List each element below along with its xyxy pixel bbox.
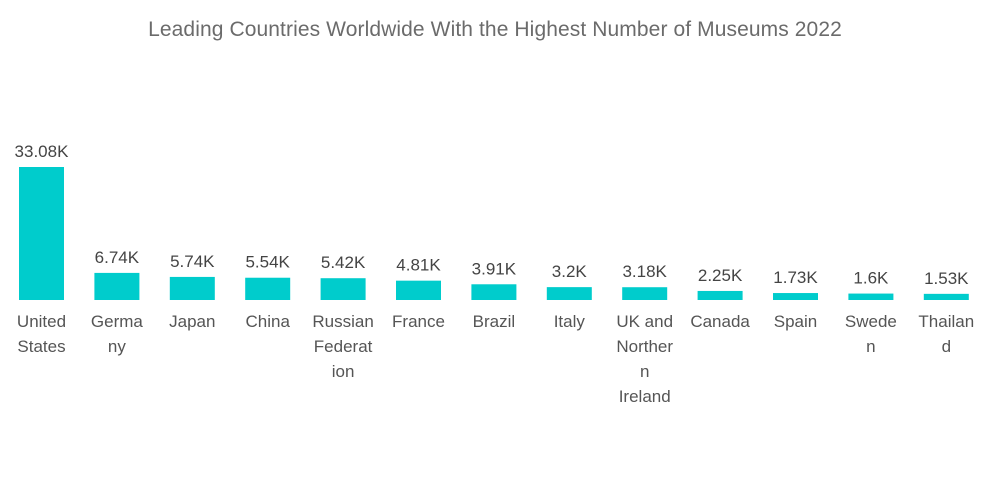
category-label: Norther (616, 337, 673, 356)
category-label: ny (108, 337, 126, 356)
category-label: n (640, 362, 649, 381)
category-label: Russian (312, 312, 373, 331)
bar (94, 272, 140, 300)
data-label: 4.81K (396, 256, 441, 275)
bar (245, 277, 291, 300)
category-label: Canada (690, 312, 750, 331)
data-label: 1.6K (853, 269, 889, 288)
category-label: n (866, 337, 875, 356)
category-label: Japan (169, 312, 215, 331)
category-label: Swede (845, 312, 897, 331)
category-label: UK and (616, 312, 673, 331)
bar (848, 293, 894, 300)
data-label: 2.25K (698, 266, 743, 285)
category-label: China (245, 312, 290, 331)
bar (320, 278, 366, 300)
category-label: Germa (91, 312, 144, 331)
bar (546, 287, 592, 300)
category-label: States (17, 337, 65, 356)
data-label: 3.91K (472, 259, 517, 278)
category-label: Ireland (619, 387, 671, 406)
category-label: Federat (314, 337, 373, 356)
category-label: Italy (554, 312, 586, 331)
data-label: 5.42K (321, 253, 366, 272)
category-label: United (17, 312, 66, 331)
category-label: Spain (774, 312, 817, 331)
bar (773, 293, 818, 300)
bar (471, 284, 517, 300)
data-label: 33.08K (15, 142, 70, 161)
category-label: Brazil (473, 312, 516, 331)
data-label: 3.18K (622, 262, 667, 281)
bar (19, 167, 64, 300)
category-label: France (392, 312, 445, 331)
data-label: 1.53K (924, 269, 969, 288)
bar (169, 276, 215, 300)
category-label: ion (332, 362, 355, 381)
category-label: d (942, 337, 951, 356)
data-label: 3.2K (552, 262, 588, 281)
data-label: 1.73K (773, 268, 818, 287)
bar (697, 290, 743, 300)
bar (622, 287, 668, 300)
data-label: 5.74K (170, 252, 215, 271)
category-label: Thailan (918, 312, 974, 331)
data-label: 5.54K (245, 253, 290, 272)
chart-title: Leading Countries Worldwide With the Hig… (148, 18, 842, 41)
bar (396, 280, 441, 300)
data-label: 6.74K (95, 248, 140, 267)
bar (923, 293, 969, 300)
